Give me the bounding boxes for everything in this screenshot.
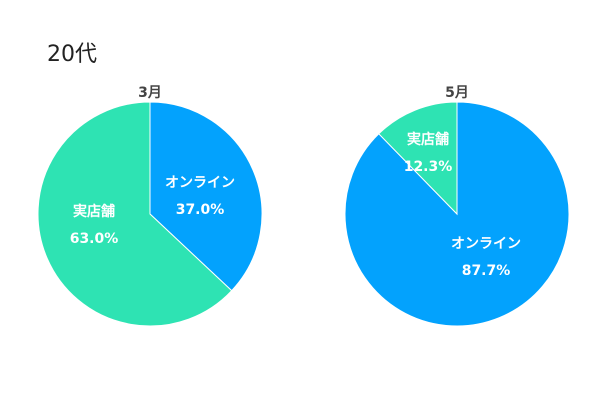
- page-title: 20代: [47, 42, 97, 67]
- chart-title-may: 5月: [445, 85, 469, 101]
- slice-label-online-march: オンライン: [165, 175, 235, 191]
- slice-label-store-may: 実店舗: [407, 131, 449, 148]
- pie-chart-may: 5月 実店舗 12.3% オンライン 87.7%: [344, 85, 570, 327]
- pie-slice-store-march: [37, 101, 233, 327]
- pie-slice-store-may: [378, 101, 458, 216]
- slices-march: [37, 101, 263, 327]
- chart-title-march: 3月: [138, 85, 162, 101]
- slices-may: [344, 101, 570, 327]
- slice-value-store-may: 12.3%: [404, 159, 453, 175]
- slice-value-online-march: 37.0%: [176, 202, 225, 218]
- pie-slice-online-march: [149, 101, 263, 292]
- slice-value-store-march: 63.0%: [70, 231, 119, 247]
- slice-value-online-may: 87.7%: [462, 263, 511, 279]
- pie-chart-march: 3月 オンライン 37.0% 実店舗 63.0%: [37, 85, 263, 327]
- slice-label-store-march: 実店舗: [73, 203, 115, 220]
- slice-label-online-may: オンライン: [451, 236, 521, 252]
